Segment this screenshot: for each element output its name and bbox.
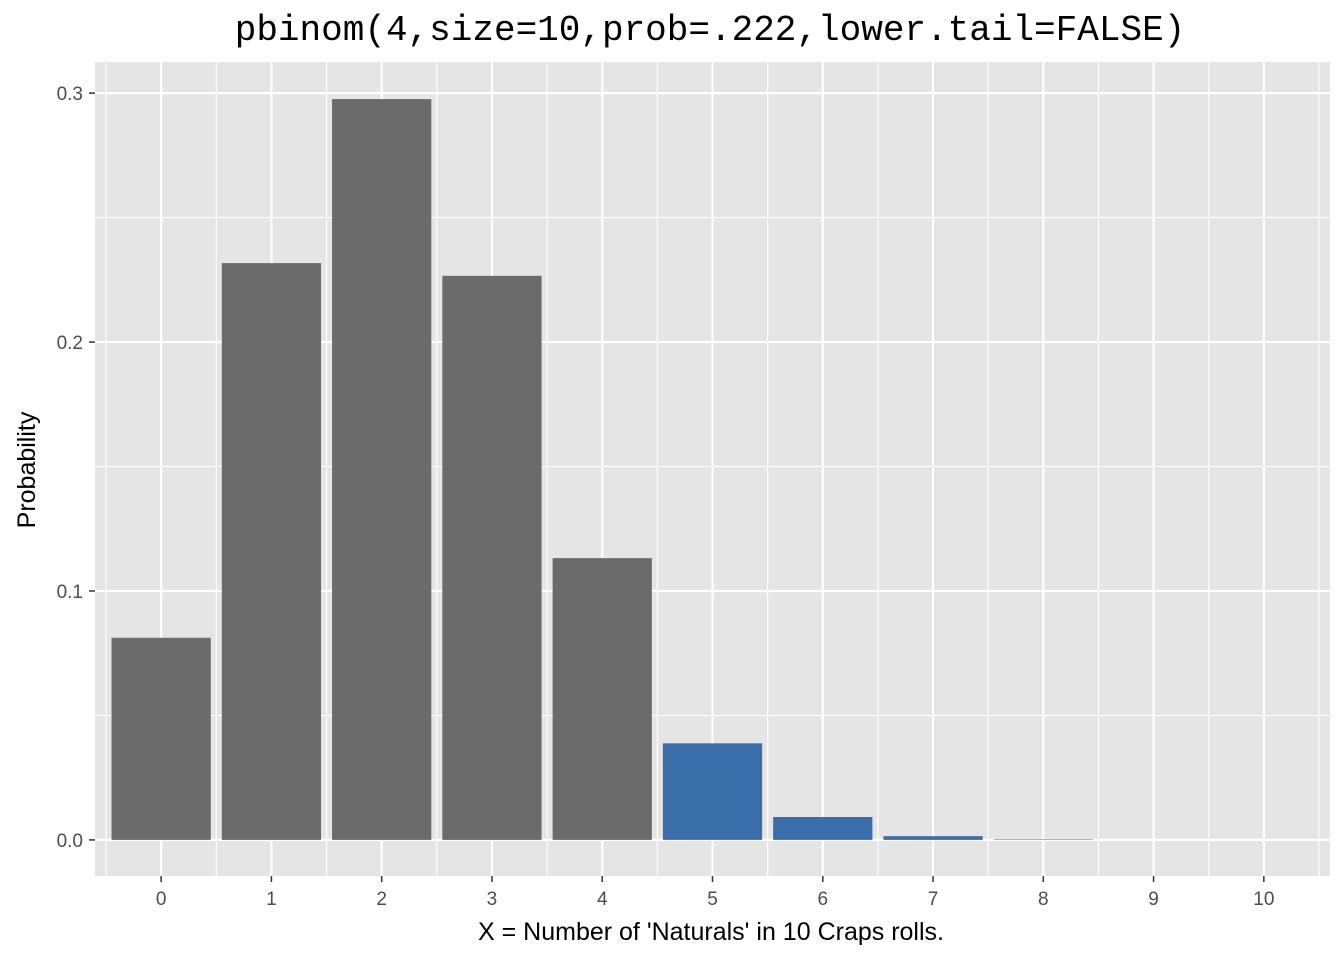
y-tick-label: 0.2 xyxy=(57,333,83,354)
x-tick-label: 0 xyxy=(156,889,167,910)
bar-7 xyxy=(883,836,983,840)
chart-title: pbinom(4,size=10,prob=.222,lower.tail=FA… xyxy=(235,10,1186,51)
y-tick-label: 0.1 xyxy=(57,582,83,603)
x-axis-ticks: 0 1 2 3 4 5 6 7 8 9 10 xyxy=(156,876,1274,910)
bars xyxy=(111,99,1093,840)
y-axis-ticks: 0.0 0.1 0.2 0.3 xyxy=(57,84,95,852)
x-tick-label: 3 xyxy=(487,889,498,910)
y-axis-title: Probability xyxy=(13,411,41,528)
x-tick-label: 6 xyxy=(817,889,828,910)
bar-5 xyxy=(662,743,763,840)
y-tick-label: 0.0 xyxy=(57,831,83,852)
bar-2 xyxy=(332,99,432,840)
bar-0 xyxy=(111,637,211,840)
x-tick-label: 10 xyxy=(1253,889,1274,910)
x-tick-label: 8 xyxy=(1038,889,1049,910)
x-tick-label: 5 xyxy=(707,889,718,910)
x-tick-label: 1 xyxy=(266,889,277,910)
y-tick-label: 0.3 xyxy=(57,84,83,105)
bar-4 xyxy=(552,558,652,840)
x-tick-label: 2 xyxy=(376,889,387,910)
x-axis-title: X = Number of 'Naturals' in 10 Craps rol… xyxy=(478,918,944,946)
bar-6 xyxy=(773,817,873,840)
x-tick-label: 7 xyxy=(928,889,939,910)
x-tick-label: 4 xyxy=(597,889,608,910)
bar-3 xyxy=(442,275,542,840)
bar-1 xyxy=(221,263,322,840)
x-tick-label: 9 xyxy=(1148,889,1159,910)
